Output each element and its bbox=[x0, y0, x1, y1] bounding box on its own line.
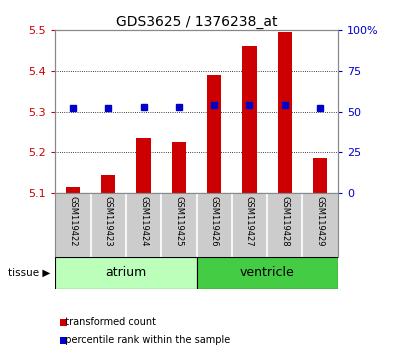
Text: GSM119429: GSM119429 bbox=[316, 196, 325, 247]
Bar bbox=[243, 46, 256, 193]
Text: GSM119423: GSM119423 bbox=[104, 196, 113, 247]
Text: GSM119427: GSM119427 bbox=[245, 196, 254, 247]
Bar bbox=[172, 142, 186, 193]
Text: GSM119425: GSM119425 bbox=[174, 196, 183, 247]
Text: transformed count: transformed count bbox=[59, 317, 156, 327]
Bar bbox=[278, 32, 292, 193]
Text: GSM119422: GSM119422 bbox=[68, 196, 77, 247]
Bar bbox=[101, 175, 115, 193]
Bar bbox=[137, 138, 150, 193]
Text: GSM119428: GSM119428 bbox=[280, 196, 289, 247]
Bar bbox=[313, 158, 327, 193]
Title: GDS3625 / 1376238_at: GDS3625 / 1376238_at bbox=[116, 15, 277, 29]
Bar bbox=[60, 319, 67, 326]
Bar bbox=[197, 257, 338, 289]
Text: atrium: atrium bbox=[105, 266, 147, 279]
Text: GSM119424: GSM119424 bbox=[139, 196, 148, 247]
Bar bbox=[55, 257, 197, 289]
Bar bbox=[66, 187, 80, 193]
Text: percentile rank within the sample: percentile rank within the sample bbox=[59, 335, 231, 345]
Bar bbox=[60, 337, 67, 344]
Text: tissue ▶: tissue ▶ bbox=[8, 268, 50, 278]
Text: GSM119426: GSM119426 bbox=[210, 196, 219, 247]
Bar bbox=[207, 75, 221, 193]
Text: ventricle: ventricle bbox=[240, 266, 295, 279]
